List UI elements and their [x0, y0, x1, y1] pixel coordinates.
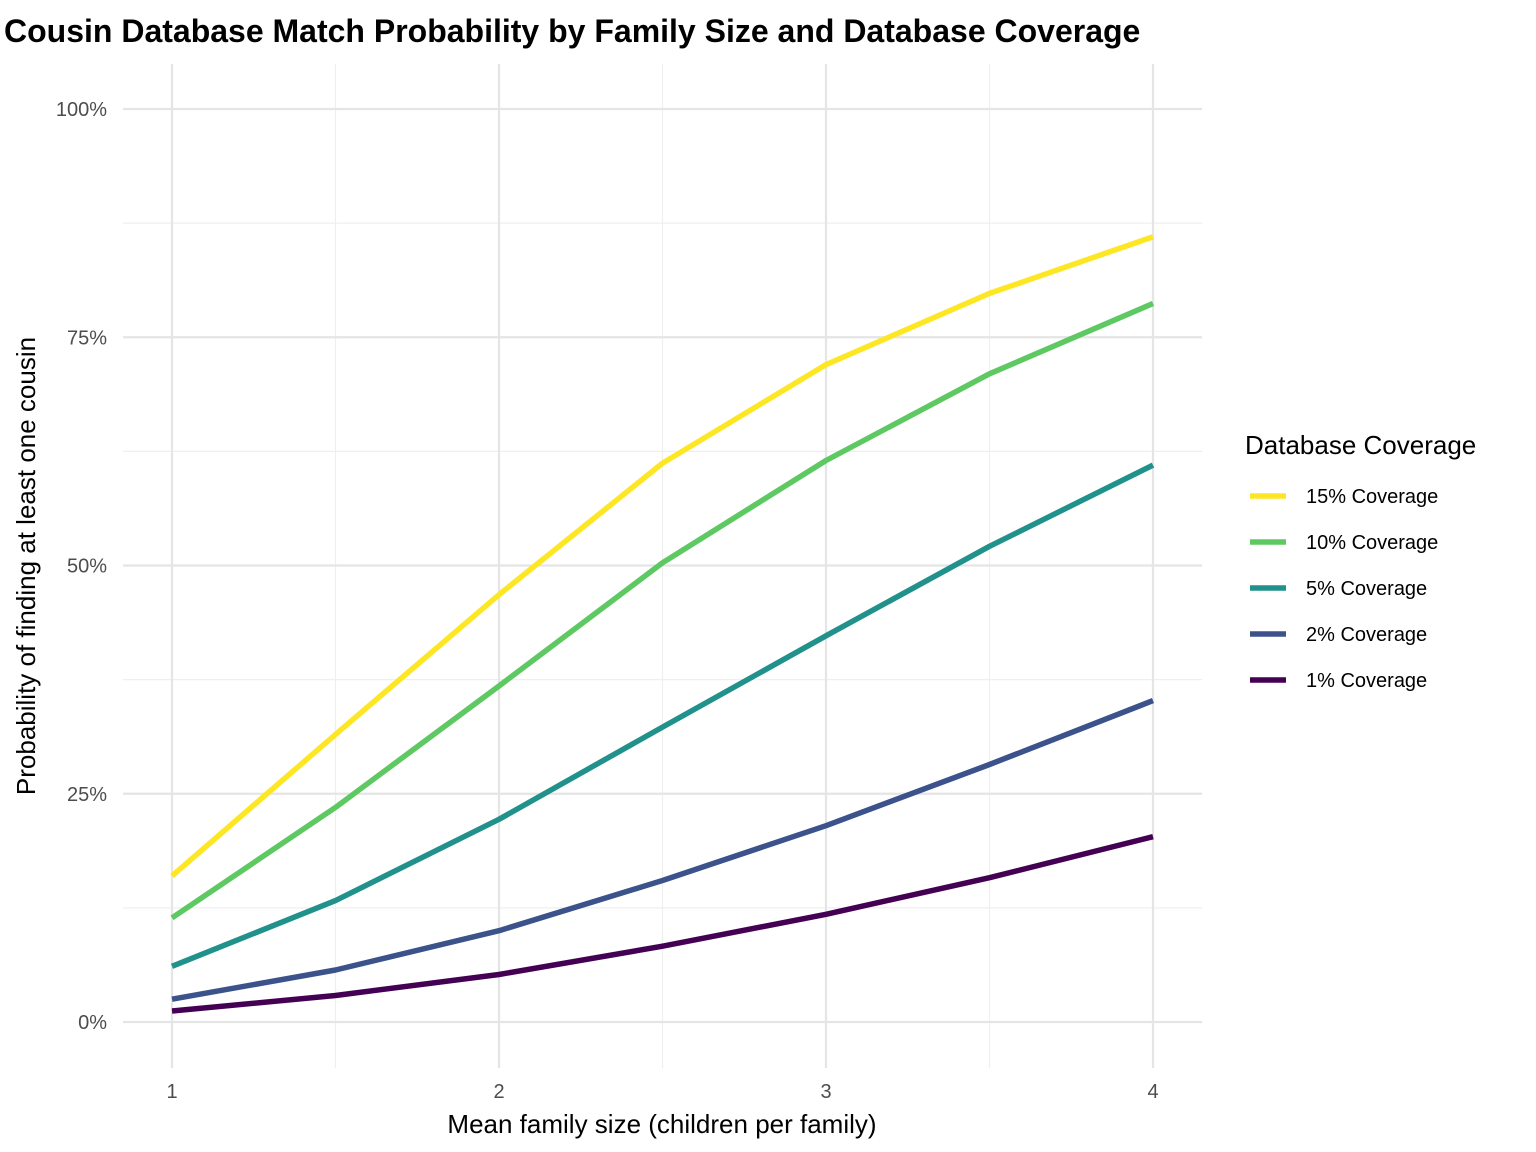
- y-tick-label: 100%: [56, 99, 107, 121]
- legend-label-10-coverage: 10% Coverage: [1306, 532, 1438, 554]
- series-lines: [170, 234, 1155, 1014]
- x-axis-tick-labels: 1 2 3 4: [166, 1081, 1158, 1103]
- series-line-15-coverage: [170, 234, 1154, 878]
- legend-label-2-coverage: 2% Coverage: [1306, 624, 1427, 646]
- series-line-10-coverage: [170, 300, 1155, 921]
- x-tick-label: 3: [820, 1081, 831, 1103]
- legend-items: 15% Coverage 10% Coverage 5% Coverage 2% Co…: [1250, 486, 1438, 692]
- y-tick-label: 50%: [67, 556, 107, 578]
- x-tick-label: 2: [493, 1081, 504, 1103]
- series-line-5-coverage: [170, 462, 1155, 969]
- y-tick-label: 0%: [78, 1012, 107, 1034]
- x-tick-label: 4: [1147, 1081, 1158, 1103]
- y-axis-tick-labels: 0% 25% 50% 75% 100%: [56, 99, 107, 1034]
- legend: Database Coverage 15% Coverage 10% Covera…: [1245, 430, 1476, 692]
- y-tick-label: 25%: [67, 784, 107, 806]
- legend-title: Database Coverage: [1245, 430, 1476, 460]
- legend-label-5-coverage: 5% Coverage: [1306, 578, 1427, 600]
- legend-label-1-coverage: 1% Coverage: [1306, 670, 1427, 692]
- x-axis-title: Mean family size (children per family): [447, 1109, 876, 1139]
- series-line-1-coverage: [171, 834, 1154, 1014]
- chart-title: Cousin Database Match Probability by Fam…: [4, 13, 1140, 49]
- legend-label-15-coverage: 15% Coverage: [1306, 486, 1438, 508]
- x-tick-label: 1: [166, 1081, 177, 1103]
- y-axis-title: Probability of finding at least one cous…: [11, 337, 41, 795]
- series-line-2-coverage: [171, 698, 1155, 1002]
- y-tick-label: 75%: [67, 327, 107, 349]
